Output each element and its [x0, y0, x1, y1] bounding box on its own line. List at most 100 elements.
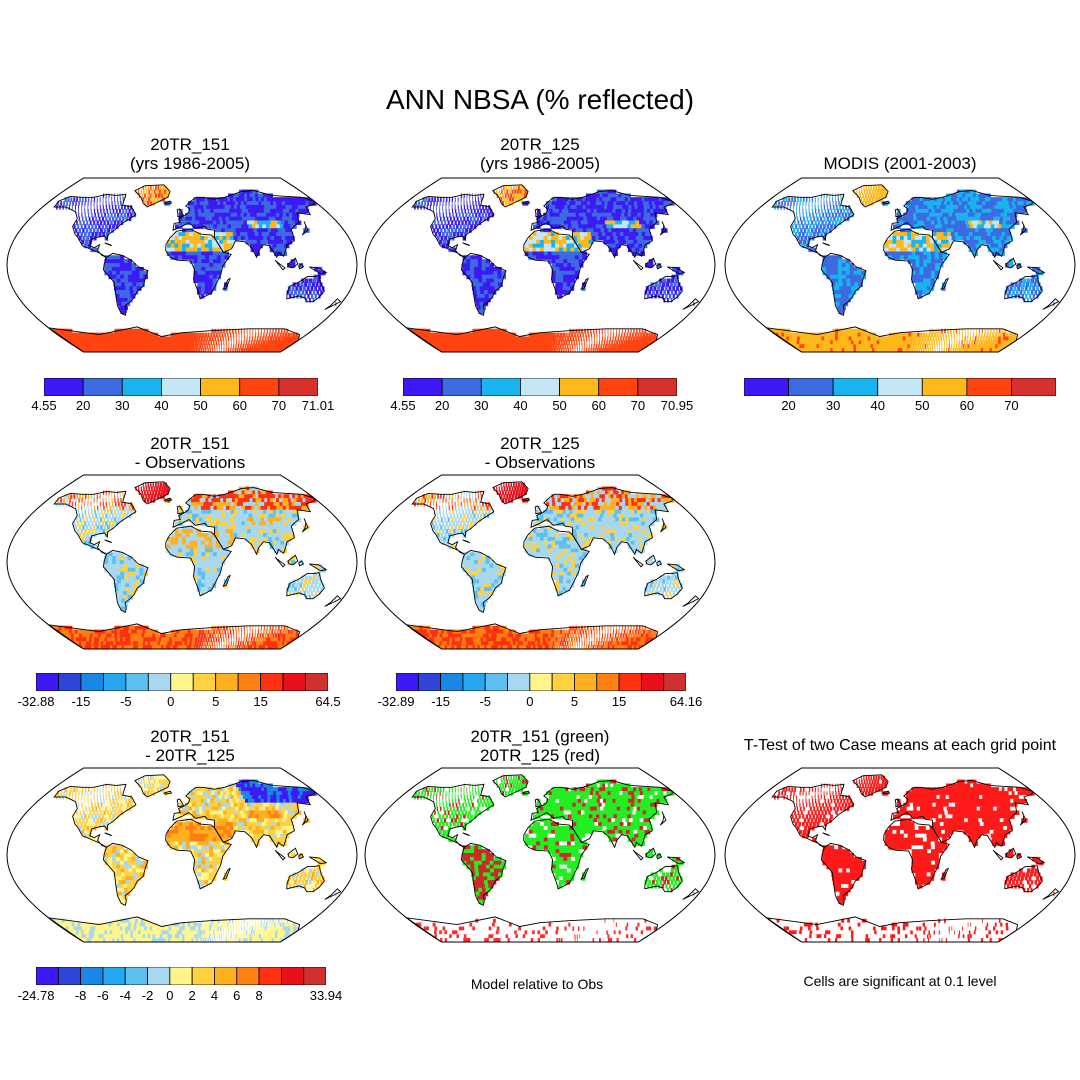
colorbar-20tr-125-obs: [396, 673, 686, 691]
colorbar-swatch: [169, 967, 193, 985]
coastline: [287, 257, 299, 269]
coastline: [102, 252, 149, 316]
coastline: [883, 228, 950, 300]
coastline: [530, 487, 673, 556]
colorbar-swatch: [417, 673, 442, 691]
colorbar-tick-label: -24.78: [17, 988, 55, 1003]
colorbar-swatch: [396, 673, 419, 691]
colorbar-tick-label: 8: [255, 988, 263, 1003]
coastline: [492, 774, 529, 798]
coastline: [286, 865, 325, 893]
colorbar-swatch: [121, 378, 162, 396]
coastline: [287, 554, 299, 566]
coastline: [520, 790, 531, 795]
colorbar-tick-label: 0: [166, 988, 174, 1003]
colorbar-swatch: [618, 673, 642, 691]
coastline: [940, 277, 949, 290]
map-modis-albedo: [724, 177, 1076, 353]
coastline: [165, 228, 232, 300]
coastline: [890, 190, 1033, 259]
colorbar-swatch: [170, 673, 194, 691]
colorbar-tick-label: 30: [825, 398, 841, 413]
colorbar-labels-20tr-151: 4.55 20 30 40 50 60 70 71.01: [31, 398, 334, 414]
coastline: [645, 257, 657, 269]
colorbar-tick-label: -32.88: [17, 694, 55, 709]
coastline: [48, 326, 301, 352]
colorbar-swatch: [80, 967, 104, 985]
coastline: [580, 277, 589, 290]
colorbar-20tr-151: [44, 378, 318, 396]
coastline: [222, 277, 231, 290]
colorbar-swatch: [236, 967, 260, 985]
coastline: [460, 252, 507, 316]
colorbar-tick-label: 4.55: [390, 398, 416, 413]
colorbar-tick-label: 70: [1004, 398, 1019, 413]
coastline: [632, 849, 644, 861]
coastline: [1027, 856, 1046, 865]
colorbar-swatch: [529, 673, 553, 691]
colorbar-tick-label: 30: [115, 398, 130, 413]
coastline: [894, 208, 903, 218]
map-20tr-151-albedo: [6, 177, 358, 353]
coastline: [53, 783, 137, 848]
colorbar-swatch: [214, 967, 238, 985]
coastline: [667, 266, 686, 275]
coastline: [222, 574, 231, 587]
map-field-cells: [406, 774, 700, 942]
coastline: [104, 242, 112, 247]
globe-outline: [724, 177, 1076, 353]
coastline: [406, 623, 659, 649]
coastline: [162, 497, 173, 502]
coastline: [102, 549, 149, 613]
colorbar-tick-label: 60: [232, 398, 247, 413]
colorbar-swatch: [147, 967, 171, 985]
coastline: [880, 200, 891, 205]
figure-title: ANN NBSA (% reflected): [385, 84, 695, 115]
coastline: [992, 259, 1004, 271]
globe-outline: [364, 767, 716, 943]
colorbar-tick-label: 15: [611, 694, 627, 709]
globe-outline: [6, 767, 358, 943]
panel-title-model-diff: 20TR_151 - 20TR_125: [145, 727, 235, 765]
coastline: [274, 259, 286, 271]
colorbar-swatch: [80, 673, 104, 691]
colorbar-swatch: [102, 673, 127, 691]
coastline: [1004, 865, 1043, 893]
colorbar-labels-20tr-151-obs: -32.88 -15 -5 0 5 15 64.5: [18, 694, 341, 710]
coastline: [298, 853, 305, 860]
coastline: [992, 849, 1004, 861]
colorbar-tick-label: 40: [154, 398, 169, 413]
coastline: [530, 780, 673, 849]
coastline: [460, 549, 507, 613]
map-20tr-125-albedo: [364, 177, 716, 353]
globe-outline: [6, 474, 358, 650]
coastline: [771, 783, 855, 848]
coastline: [632, 556, 644, 568]
map-field-cells: [766, 184, 1060, 352]
colorbar-labels-20tr-125-obs: -32.89 -15 -5 0 5 15 64.16: [378, 694, 703, 710]
coastline: [298, 560, 305, 567]
coastline: [286, 572, 325, 600]
coastline: [176, 798, 185, 808]
coastline: [659, 811, 667, 826]
colorbar-swatch: [551, 673, 575, 691]
coastline: [104, 539, 112, 544]
coastline: [645, 847, 657, 859]
colorbar-swatch: [832, 378, 879, 396]
coastline: [766, 916, 1019, 942]
colorbar-swatch: [36, 967, 59, 985]
colorbar-swatch: [877, 378, 923, 396]
coastline: [890, 780, 1033, 849]
coastline: [1005, 257, 1017, 269]
colorbar-tick-label: 40: [513, 398, 528, 413]
colorbar-swatch: [260, 673, 284, 691]
coastline: [523, 228, 590, 300]
colorbar-swatch: [574, 673, 598, 691]
colorbar-tick-label: 30: [474, 398, 489, 413]
coastline: [883, 818, 950, 890]
colorbar-swatch: [215, 673, 239, 691]
colorbar-swatch: [147, 673, 172, 691]
coastline: [492, 481, 529, 505]
coastline: [1004, 275, 1043, 303]
map-20tr-151-minus-obs: [6, 474, 358, 650]
